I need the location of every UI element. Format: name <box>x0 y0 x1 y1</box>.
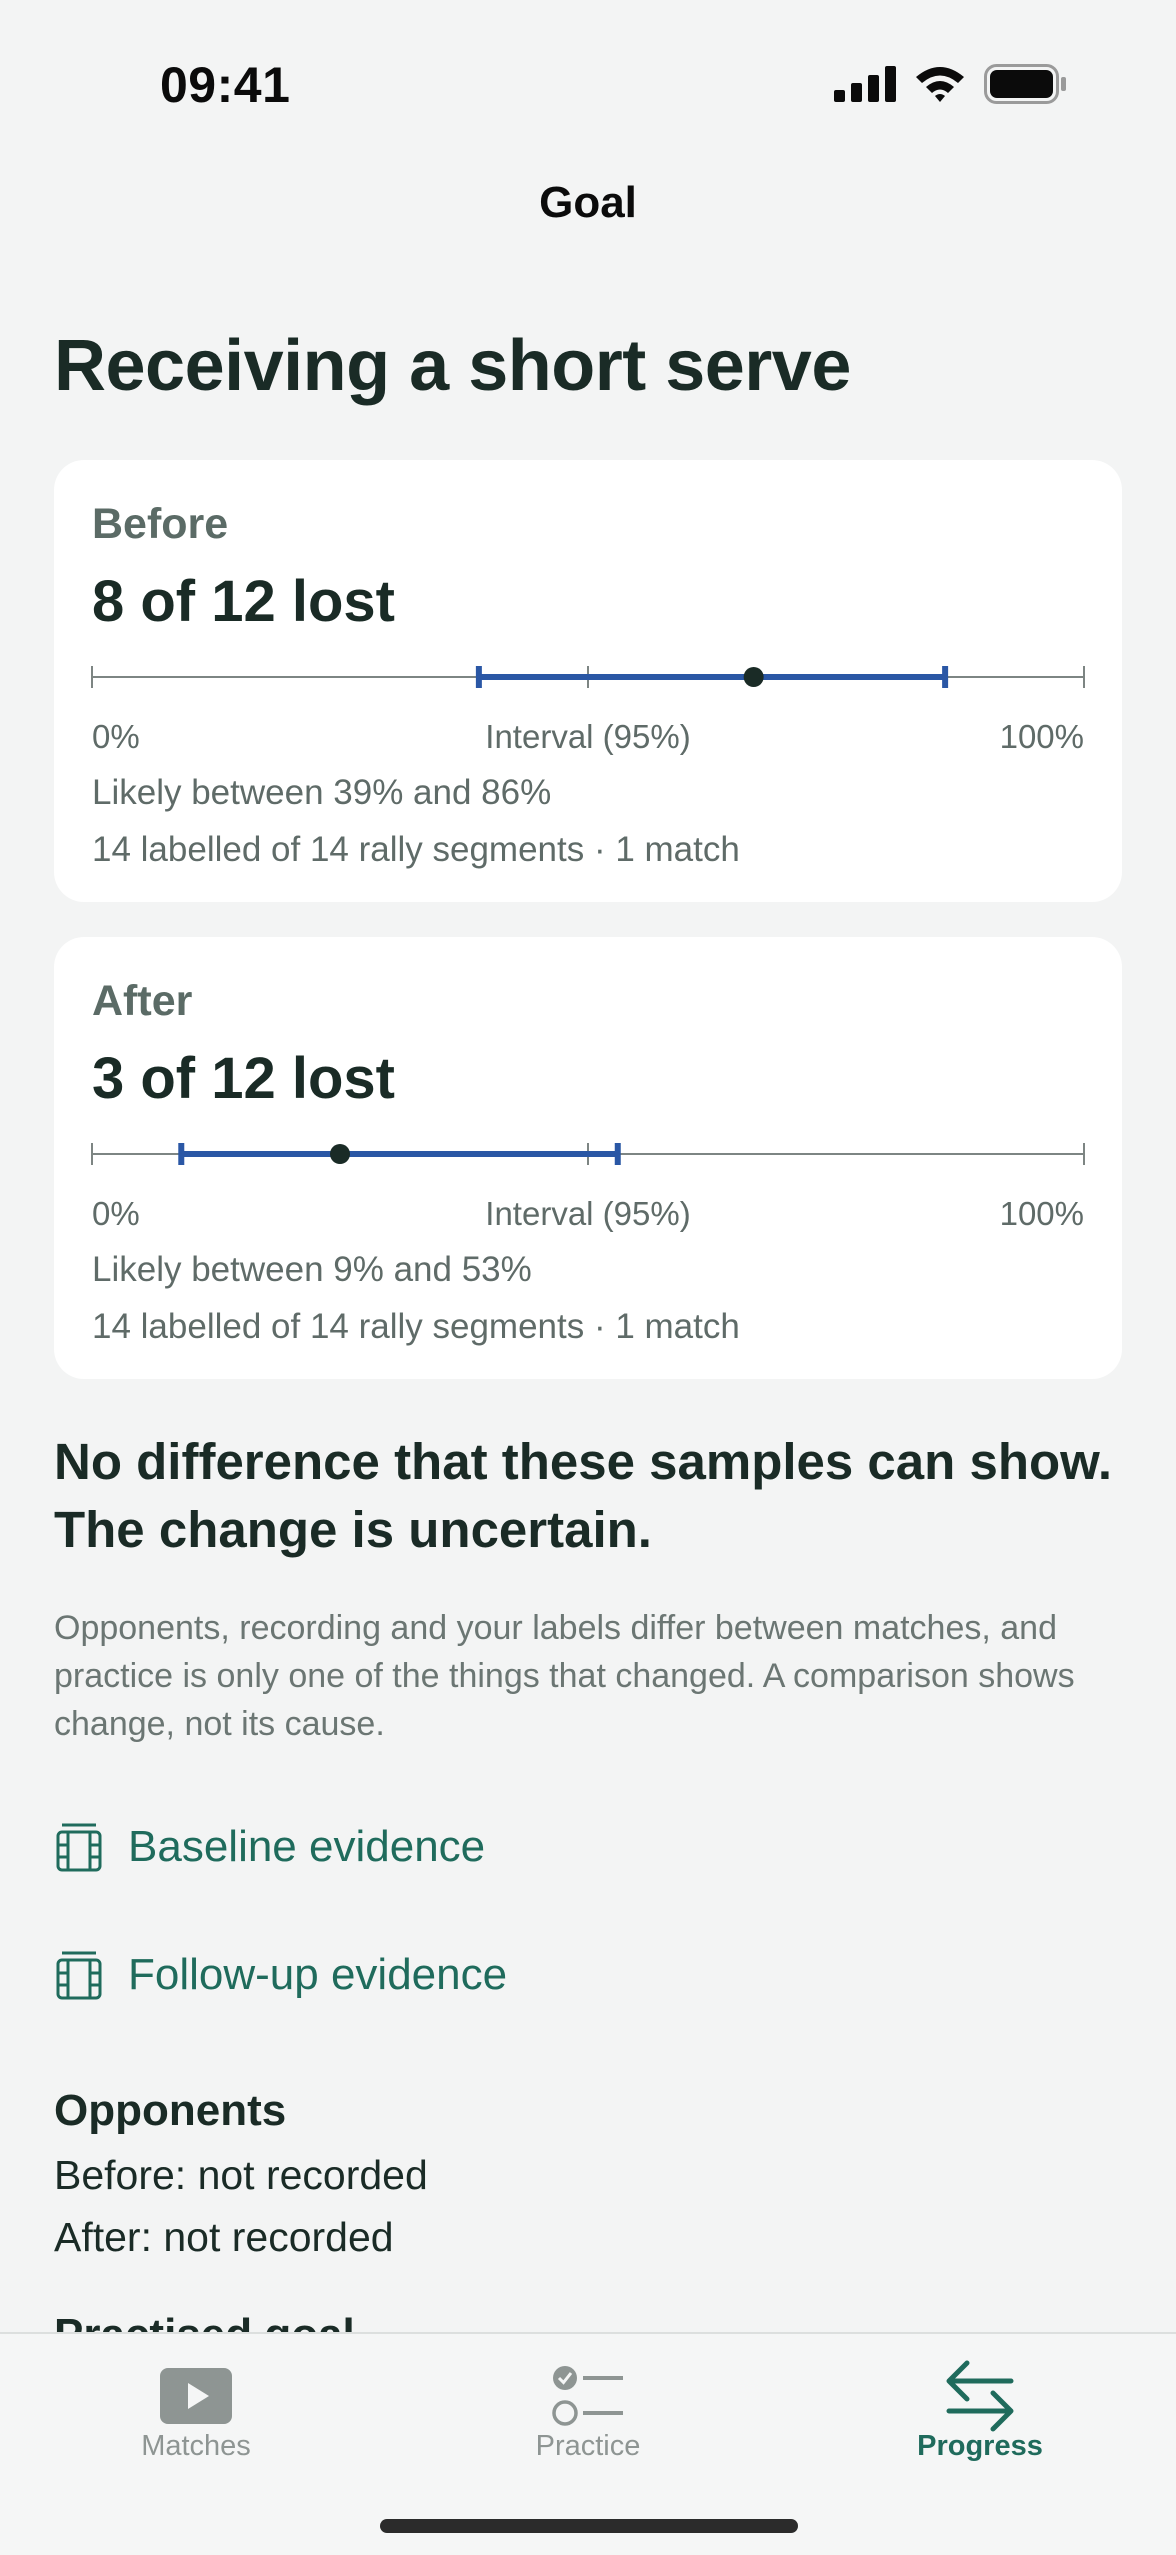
cellular-signal-icon <box>834 66 896 102</box>
sample-detail-text: 14 labelled of 14 rally segments · 1 mat… <box>92 1307 740 1346</box>
point-estimate <box>330 1144 350 1164</box>
card-label: After <box>92 977 193 1025</box>
card-value: 8 of 12 lost <box>92 569 395 634</box>
tab-bar: Matches Practice Progress <box>0 2332 1176 2555</box>
tab-practice[interactable]: Practice <box>392 2334 784 2484</box>
opponents-before: Before: not recorded <box>54 2152 428 2198</box>
wifi-icon <box>916 67 964 102</box>
tab-label: Matches <box>141 2430 251 2462</box>
interval-chart <box>91 666 1085 688</box>
film-icon <box>56 1823 102 1872</box>
arrows-icon <box>946 2360 1014 2432</box>
page-title: Receiving a short serve <box>54 326 851 406</box>
verdict-text: No difference that these samples can sho… <box>54 1433 1113 1558</box>
status-time: 09:41 <box>160 57 291 113</box>
battery-icon <box>984 64 1066 104</box>
opponents-after: After: not recorded <box>54 2214 394 2260</box>
sample-detail-text: 14 labelled of 14 rally segments · 1 mat… <box>92 830 740 869</box>
tab-progress[interactable]: Progress <box>784 2334 1176 2484</box>
likely-range-text: Likely between 9% and 53% <box>92 1250 532 1289</box>
tab-label: Practice <box>535 2430 641 2462</box>
after-card: After 3 of 12 lost 0% Interval (95%) 100… <box>54 937 1122 1379</box>
tab-label: Progress <box>917 2430 1043 2462</box>
followup-evidence-link[interactable]: Follow-up evidence <box>54 1948 507 2002</box>
nav-title: Goal <box>539 178 637 227</box>
axis-label-min: 0% <box>92 718 140 755</box>
film-icon <box>56 1951 102 2000</box>
baseline-evidence-label: Baseline evidence <box>128 1822 486 1871</box>
opponents-heading: Opponents <box>54 2086 287 2135</box>
status-bar: 09:41 <box>0 0 1176 170</box>
followup-evidence-label: Follow-up evidence <box>128 1950 508 1999</box>
card-value: 3 of 12 lost <box>92 1046 395 1111</box>
tab-matches[interactable]: Matches <box>0 2334 392 2484</box>
axis-label-max: 100% <box>999 718 1084 755</box>
likely-range-text: Likely between 39% and 86% <box>92 773 552 812</box>
axis-label-min: 0% <box>92 1195 140 1232</box>
point-estimate <box>743 667 764 687</box>
checklist-icon <box>552 2366 623 2426</box>
play-icon <box>160 2368 232 2424</box>
caveat-text: Opponents, recording and your labels dif… <box>54 1609 1075 1743</box>
before-card: Before 8 of 12 lost 0% Interval (95%) 10… <box>54 460 1122 902</box>
axis-label-interval: Interval (95%) <box>485 1195 691 1232</box>
card-label: Before <box>92 500 229 548</box>
interval-chart <box>91 1143 1085 1165</box>
baseline-evidence-link[interactable]: Baseline evidence <box>54 1820 485 1874</box>
axis-label-max: 100% <box>999 1195 1084 1232</box>
status-icons <box>834 64 1068 104</box>
home-indicator <box>380 2519 798 2533</box>
axis-label-interval: Interval (95%) <box>485 718 691 755</box>
